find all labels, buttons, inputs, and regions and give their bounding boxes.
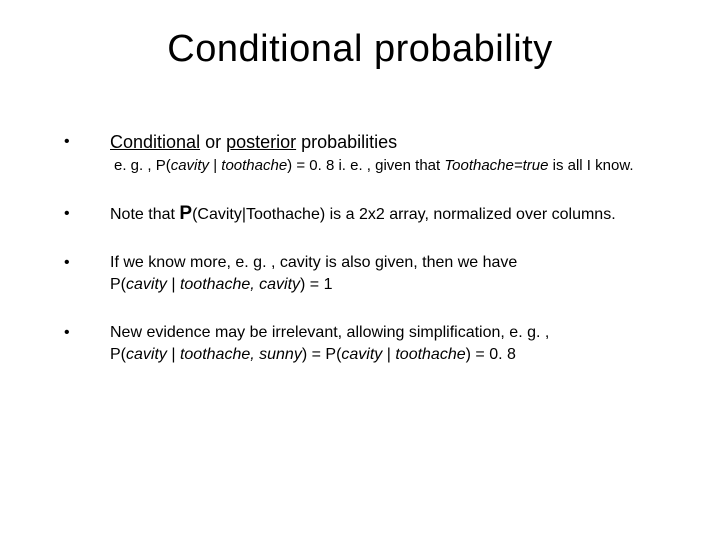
bullet-line: New evidence may be irrelevant, allowing… <box>110 322 670 344</box>
bullet-item: • New evidence may be irrelevant, allowi… <box>60 322 670 366</box>
bullet-marker: • <box>60 252 110 274</box>
bullet-marker: • <box>60 322 110 344</box>
bullet-item: • Note that P(Cavity|Toothache) is a 2x2… <box>60 203 670 226</box>
bullet-body: If we know more, e. g. , cavity is also … <box>110 252 670 296</box>
bullet-item: • Conditional or posterior probabilities… <box>60 131 670 177</box>
bullet-item: • If we know more, e. g. , cavity is als… <box>60 252 670 296</box>
bullet-body: Conditional or posterior probabilities e… <box>110 131 670 177</box>
bullet-line: P(cavity | toothache, cavity) = 1 <box>110 274 670 296</box>
slide-title: Conditional probability <box>40 28 680 71</box>
bullet-marker: • <box>60 131 110 153</box>
bullet-list: • Conditional or posterior probabilities… <box>40 131 680 366</box>
bullet-line: P(cavity | toothache, sunny) = P(cavity … <box>110 344 670 366</box>
slide: Conditional probability • Conditional or… <box>0 0 720 540</box>
bullet-lead: Conditional or posterior probabilities <box>110 131 670 153</box>
bullet-marker: • <box>60 203 110 225</box>
bullet-body: Note that P(Cavity|Toothache) is a 2x2 a… <box>110 203 670 226</box>
bullet-subtext: e. g. , P(cavity | toothache) = 0. 8 i. … <box>110 155 670 177</box>
bullet-body: New evidence may be irrelevant, allowing… <box>110 322 670 366</box>
bullet-line: If we know more, e. g. , cavity is also … <box>110 252 670 274</box>
